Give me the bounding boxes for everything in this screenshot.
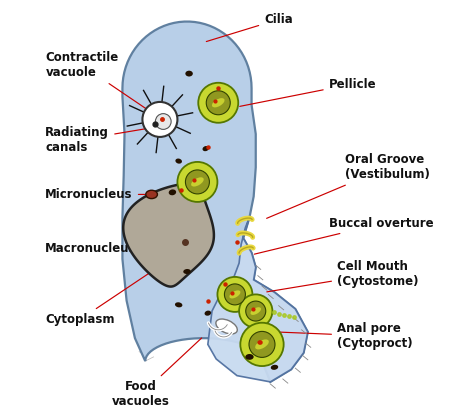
Text: Anal pore
(Cytoproct): Anal pore (Cytoproct) [277,322,412,350]
Ellipse shape [205,311,211,316]
Ellipse shape [216,319,237,334]
Ellipse shape [191,177,204,186]
Circle shape [224,284,246,305]
Text: Oral Groove
(Vestibulum): Oral Groove (Vestibulum) [267,153,430,218]
Circle shape [249,331,275,357]
Ellipse shape [250,307,261,315]
Ellipse shape [169,189,176,195]
Circle shape [177,162,218,202]
Text: Cell Mouth
(Cytostome): Cell Mouth (Cytostome) [267,260,419,292]
Circle shape [206,91,230,115]
Ellipse shape [229,291,240,298]
Circle shape [198,83,238,123]
Ellipse shape [271,365,278,370]
Text: Micronucleus: Micronucleus [46,188,145,201]
Circle shape [240,323,283,366]
Ellipse shape [255,339,269,349]
Ellipse shape [146,190,157,199]
Text: Contractile
vacuole: Contractile vacuole [46,51,154,114]
Polygon shape [123,184,214,287]
Ellipse shape [202,146,209,151]
Circle shape [239,294,273,328]
Polygon shape [122,22,308,382]
Circle shape [246,301,266,321]
Polygon shape [208,217,308,382]
Text: Buccal overture: Buccal overture [254,217,433,254]
Text: Cilia: Cilia [206,13,293,41]
Ellipse shape [183,269,191,274]
Ellipse shape [246,354,254,360]
Ellipse shape [175,302,182,307]
Text: Radiating
canals: Radiating canals [46,126,149,154]
Circle shape [185,170,210,194]
Ellipse shape [212,98,225,107]
Ellipse shape [185,71,193,76]
Circle shape [218,277,253,312]
Text: Cytoplasm: Cytoplasm [46,260,168,326]
Circle shape [155,114,171,130]
Ellipse shape [175,158,182,164]
Text: Pellicle: Pellicle [240,77,376,107]
Circle shape [142,102,177,137]
Text: Macronucleus: Macronucleus [46,237,149,255]
Text: Food
vacuoles: Food vacuoles [112,338,201,408]
